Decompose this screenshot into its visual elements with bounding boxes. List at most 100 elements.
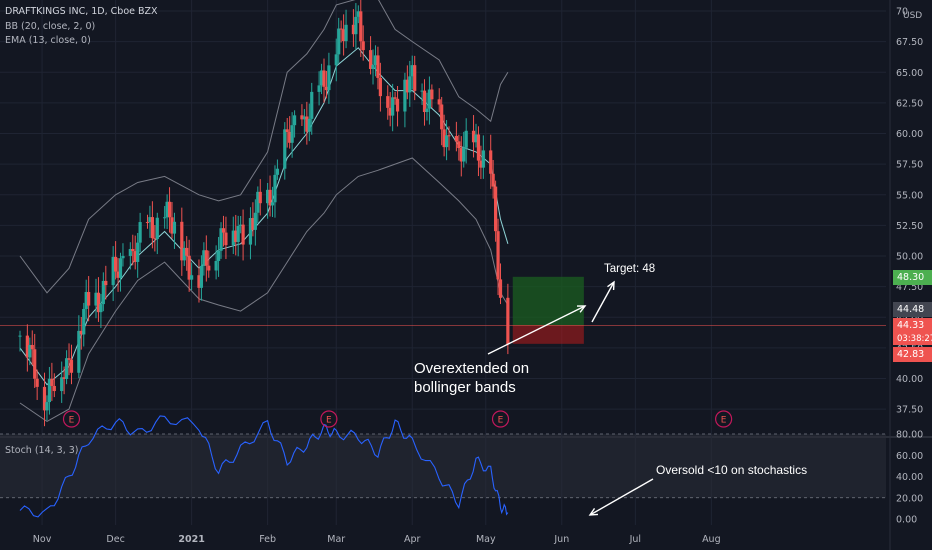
- candle-body: [150, 217, 154, 239]
- symbol-legend[interactable]: DRAFTKINGS INC, 1D, Cboe BZX: [5, 6, 158, 17]
- candle-body: [442, 129, 446, 148]
- earnings-marker-label: E: [721, 416, 727, 426]
- candle-body: [371, 65, 375, 69]
- candle-body: [118, 258, 123, 278]
- target-arrow-head: [607, 280, 615, 291]
- candle-body: [64, 358, 69, 379]
- candle-body: [96, 292, 101, 313]
- candle-body: [459, 148, 463, 162]
- countdown-tag: 03:38:27: [893, 333, 932, 345]
- candle-body: [221, 228, 226, 233]
- candle-body: [170, 217, 174, 234]
- candle-body: [395, 98, 400, 112]
- candle-body: [62, 377, 66, 379]
- candle-body: [35, 378, 39, 387]
- candle-body: [479, 160, 483, 168]
- candle-body: [266, 189, 270, 204]
- candle-body: [153, 238, 157, 240]
- stoch-legend[interactable]: Stoch (14, 3, 3): [5, 445, 79, 456]
- price-tick-label: 37.50: [896, 405, 923, 416]
- candle-body: [275, 168, 280, 175]
- candle-body: [425, 108, 429, 113]
- candle-body: [133, 251, 137, 262]
- oversold-annotation: Oversold <10 on stochastics: [656, 463, 807, 477]
- stop-zone: [512, 325, 584, 344]
- earnings-marker-label: E: [326, 416, 332, 426]
- candle-body: [300, 115, 304, 120]
- candle-body: [368, 50, 373, 69]
- candle-body: [359, 11, 363, 42]
- candle-body: [25, 335, 29, 358]
- candle-body: [376, 55, 380, 78]
- candle-body: [136, 242, 140, 262]
- candle-body: [52, 385, 56, 392]
- candle-body: [253, 212, 257, 230]
- candle-body: [270, 202, 275, 206]
- candle-body: [342, 29, 346, 42]
- overextended-annotation-line1: Overextended on: [414, 360, 529, 377]
- time-tick-label: Jul: [629, 534, 641, 545]
- candle-body: [422, 90, 427, 113]
- earnings-marker-label: E: [498, 416, 504, 426]
- candle-body: [248, 218, 253, 245]
- stoch-tick-label: 40.00: [896, 472, 923, 483]
- candle-body: [405, 79, 409, 93]
- candle-body: [334, 54, 338, 66]
- earnings-marker: [715, 410, 733, 428]
- candle-body: [131, 248, 135, 252]
- candle-body: [285, 129, 289, 132]
- time-tick-label: 2021: [178, 534, 204, 545]
- stoch-tick-label: 60.00: [896, 451, 923, 462]
- annotations: Target: 48 Overextended on bollinger bands…: [414, 263, 807, 516]
- candle-body: [283, 129, 287, 169]
- candle-body: [506, 297, 510, 345]
- candle-body: [476, 134, 481, 161]
- candle-body: [155, 217, 159, 240]
- candle-body: [231, 230, 235, 246]
- bb-legend[interactable]: BB (20, close, 2, 0): [5, 21, 96, 32]
- candle-body: [408, 76, 412, 93]
- earnings-marker: [62, 410, 81, 428]
- candle-body: [307, 118, 311, 132]
- candle-body: [167, 201, 172, 218]
- candle-body: [491, 173, 495, 187]
- candle-body: [457, 141, 461, 149]
- trade-zones: [0, 276, 886, 344]
- price-tick-label: 65.00: [896, 68, 923, 79]
- candle-body: [219, 228, 223, 251]
- candle-body: [356, 11, 360, 17]
- price-tick-label: 47.50: [896, 282, 923, 293]
- candle-body: [165, 201, 169, 218]
- candle-body: [199, 265, 204, 288]
- candle-body: [324, 86, 329, 91]
- candle-body: [42, 386, 47, 411]
- candle-body: [440, 104, 444, 130]
- candle-body: [317, 85, 321, 92]
- price-tick-label: 52.50: [896, 221, 923, 232]
- stoch-band: [0, 434, 886, 498]
- time-tick-label: Aug: [702, 534, 721, 545]
- candle-body: [288, 131, 292, 143]
- candle-body: [187, 255, 191, 280]
- candle-body: [489, 150, 493, 174]
- candle-body: [180, 221, 184, 261]
- candle-body: [33, 349, 37, 379]
- ema-legend[interactable]: EMA (13, close, 0): [5, 35, 91, 46]
- price-tick-label: 67.50: [896, 37, 923, 48]
- target-price-tag: 48.30: [893, 270, 932, 285]
- candle-body: [121, 255, 125, 259]
- candle-body: [18, 335, 22, 337]
- currency-label: USD: [903, 11, 922, 21]
- candle-body: [391, 97, 395, 116]
- candle-body: [82, 308, 86, 335]
- candle-body: [339, 28, 343, 30]
- ema-line: [19, 47, 509, 386]
- candle-body: [305, 116, 309, 132]
- candle-body: [104, 280, 108, 286]
- candle-body: [128, 248, 132, 256]
- time-tick-label: Nov: [33, 534, 52, 545]
- candle-body: [361, 41, 365, 51]
- candle-body: [214, 260, 218, 271]
